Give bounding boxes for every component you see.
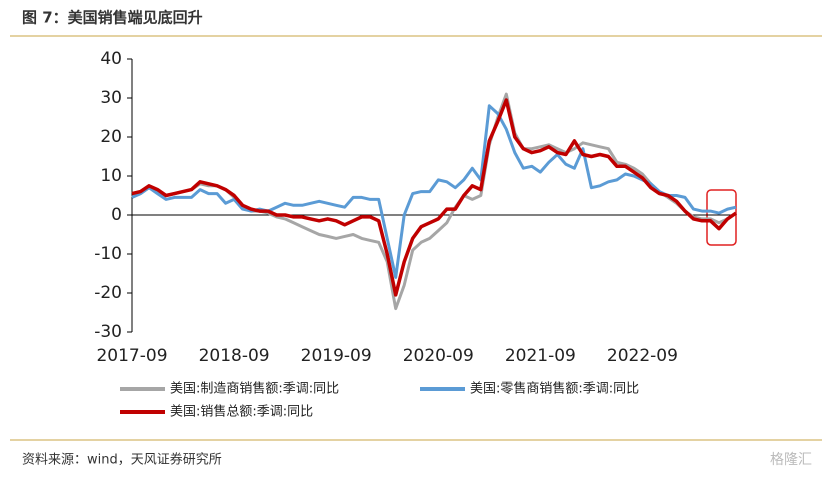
y-tick-label: 10: [100, 166, 122, 186]
legend-label: 美国:零售商销售额:季调:同比: [470, 381, 639, 397]
legend-label: 美国:制造商销售额:季调:同比: [170, 381, 339, 397]
x-tick-label: 2019-09: [301, 346, 372, 366]
x-tick-label: 2020-09: [403, 346, 474, 366]
y-tick-label: 0: [111, 205, 122, 225]
source: 资料来源：wind，天风证券研究所: [22, 452, 222, 468]
x-tick-label: 2022-09: [607, 346, 678, 366]
x-tick-label: 2018-09: [199, 346, 270, 366]
series-line: [131, 104, 737, 279]
y-tick-label: -20: [94, 283, 122, 303]
legend-label: 美国:销售总额:季调:同比: [170, 404, 313, 420]
y-tick-label: 40: [100, 49, 122, 69]
x-tick-label: 2021-09: [505, 346, 576, 366]
y-tick-label: 20: [100, 127, 122, 147]
y-tick-label: -10: [94, 244, 122, 264]
series-line: [131, 98, 737, 297]
chart-title: 图 7：美国销售端见底回升: [22, 9, 203, 27]
watermark: 格隆汇: [770, 452, 812, 468]
y-tick-label: -30: [94, 322, 122, 342]
y-tick-label: 30: [100, 88, 122, 108]
x-tick-label: 2017-09: [96, 346, 167, 366]
